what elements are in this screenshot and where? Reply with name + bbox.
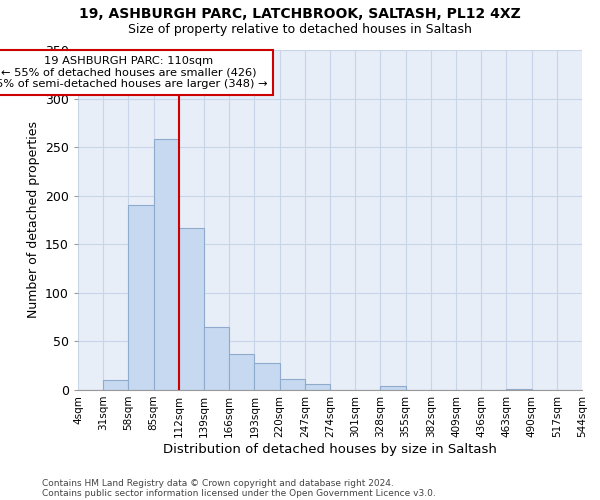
Bar xyxy=(128,206,154,390)
Bar xyxy=(305,384,330,390)
Text: Contains HM Land Registry data © Crown copyright and database right 2024.: Contains HM Land Registry data © Crown c… xyxy=(42,478,394,488)
Text: 19, ASHBURGH PARC, LATCHBROOK, SALTASH, PL12 4XZ: 19, ASHBURGH PARC, LATCHBROOK, SALTASH, … xyxy=(79,8,521,22)
Bar xyxy=(179,228,204,390)
Bar xyxy=(103,380,128,390)
Y-axis label: Number of detached properties: Number of detached properties xyxy=(26,122,40,318)
Bar xyxy=(506,389,532,390)
Bar xyxy=(380,386,406,390)
Text: Contains public sector information licensed under the Open Government Licence v3: Contains public sector information licen… xyxy=(42,488,436,498)
Bar xyxy=(229,354,254,390)
Bar xyxy=(254,363,280,390)
Bar xyxy=(204,327,229,390)
Text: 19 ASHBURGH PARC: 110sqm
← 55% of detached houses are smaller (426)
45% of semi-: 19 ASHBURGH PARC: 110sqm ← 55% of detach… xyxy=(0,56,268,89)
X-axis label: Distribution of detached houses by size in Saltash: Distribution of detached houses by size … xyxy=(163,442,497,456)
Text: Size of property relative to detached houses in Saltash: Size of property relative to detached ho… xyxy=(128,22,472,36)
Bar xyxy=(582,389,600,390)
Bar xyxy=(280,380,305,390)
Bar xyxy=(154,140,179,390)
